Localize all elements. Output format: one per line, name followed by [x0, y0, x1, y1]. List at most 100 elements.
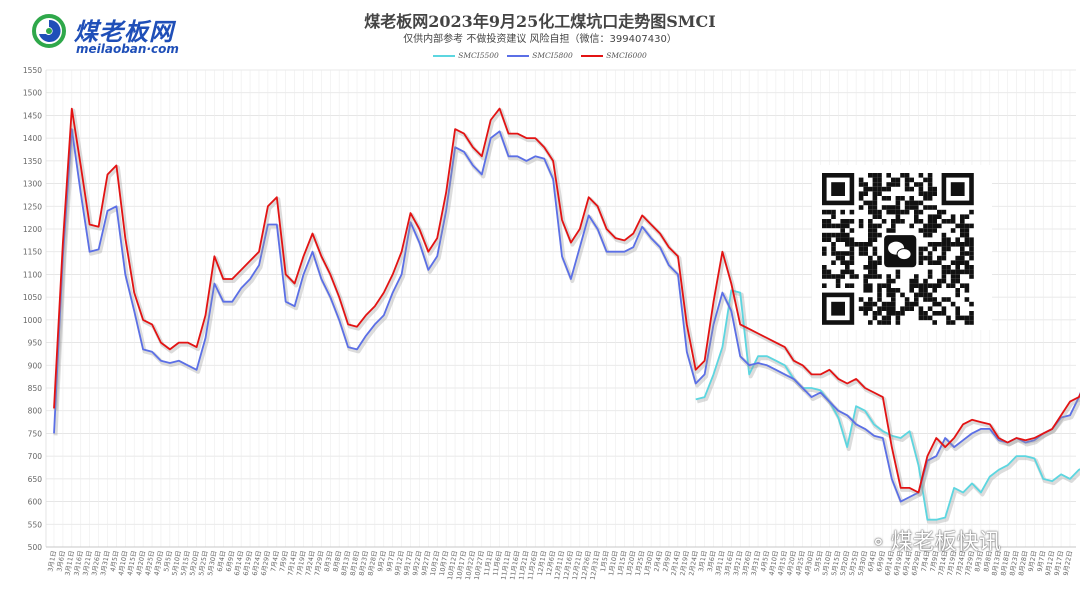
- qr-module: [923, 255, 928, 261]
- qr-module: [831, 223, 836, 229]
- qr-module: [872, 237, 878, 242]
- logo: 煤老板网 meilaoban·com: [10, 6, 240, 56]
- qr-module: [960, 242, 965, 247]
- qr-module: [909, 301, 914, 307]
- qr-module: [886, 288, 891, 293]
- qr-module: [835, 283, 841, 288]
- qr-module: [923, 191, 928, 196]
- qr-module: [835, 237, 841, 242]
- qr-module: [918, 209, 924, 215]
- qr-module: [941, 237, 947, 242]
- qr-module: [932, 283, 937, 288]
- qr-module: [849, 283, 855, 288]
- qr-module: [937, 283, 942, 288]
- y-tick-label: 1100: [23, 270, 42, 279]
- qr-module: [927, 255, 933, 261]
- x-axis: 3月1日3月6日3月11日3月16日3月21日3月26日3月31日4月5日4月1…: [46, 546, 1076, 580]
- qr-module: [941, 311, 947, 316]
- qr-module: [895, 196, 901, 201]
- qr-module: [914, 219, 919, 224]
- qr-module: [831, 251, 836, 256]
- qr-module: [914, 200, 919, 206]
- legend-swatch-smci6000: [581, 55, 604, 57]
- qr-module: [941, 246, 947, 252]
- qr-module: [872, 274, 878, 279]
- qr-module: [872, 209, 878, 215]
- y-tick-label: 800: [28, 407, 43, 416]
- chart-legend: SMCI5500 SMCI5800 SMCI6000: [0, 51, 1080, 60]
- qr-module: [932, 246, 937, 252]
- qr-module: [891, 223, 896, 229]
- x-tick-label: 2月4日: [652, 550, 664, 572]
- qr-module: [895, 274, 901, 279]
- qr-module: [964, 288, 970, 293]
- qr-module: [872, 205, 878, 210]
- qr-module: [822, 269, 827, 275]
- qr-module: [895, 200, 901, 206]
- qr-module: [900, 306, 905, 311]
- qr-module: [937, 260, 942, 265]
- qr-module: [937, 311, 942, 316]
- qr-module: [946, 297, 951, 302]
- qr-module: [881, 196, 887, 201]
- y-tick-label: 700: [28, 452, 43, 461]
- qr-module: [872, 311, 878, 316]
- qr-module: [872, 182, 878, 187]
- qr-module: [835, 274, 841, 279]
- x-tick-label: 3月6日: [706, 550, 718, 572]
- qr-module: [946, 219, 951, 224]
- qr-module: [891, 209, 896, 215]
- qr-module: [946, 265, 951, 270]
- y-tick-label: 500: [28, 543, 43, 552]
- qr-module: [923, 205, 928, 210]
- qr-module: [872, 173, 878, 178]
- qr-module: [932, 242, 937, 247]
- qr-module: [955, 223, 960, 229]
- qr-module: [895, 320, 901, 325]
- qr-module: [858, 242, 864, 247]
- qr-module: [960, 232, 965, 238]
- y-tick-label: 1050: [23, 293, 42, 302]
- qr-module: [845, 283, 850, 288]
- qr-module: [845, 223, 850, 229]
- qr-module: [863, 251, 868, 256]
- qr-module: [877, 232, 882, 238]
- wechat-bubble-icon: ⚬: [870, 530, 887, 554]
- qr-module: [918, 228, 924, 233]
- qr-module: [909, 283, 914, 288]
- qr-module: [881, 320, 887, 325]
- qr-module: [868, 205, 873, 210]
- qr-module: [831, 260, 836, 265]
- qr-module: [900, 209, 905, 215]
- qr-module: [964, 223, 970, 229]
- qr-module: [941, 242, 947, 247]
- x-tick-label: 3月1日: [697, 550, 709, 572]
- qr-module: [872, 196, 878, 201]
- qr-module: [886, 228, 891, 233]
- qr-module: [946, 269, 951, 275]
- qr-module: [845, 265, 850, 270]
- series-shadow-smci5500: [696, 290, 1080, 524]
- qr-module: [840, 228, 845, 233]
- qr-module: [863, 288, 868, 293]
- qr-module: [955, 288, 960, 293]
- qr-module: [826, 232, 832, 238]
- qr-module: [955, 311, 960, 316]
- qr-module: [831, 209, 836, 215]
- y-tick-label: 850: [28, 384, 43, 393]
- qr-module: [927, 177, 933, 183]
- qr-module: [950, 269, 956, 275]
- qr-module: [900, 219, 905, 224]
- qr-module: [927, 297, 933, 302]
- qr-module: [872, 200, 878, 206]
- qr-module: [932, 311, 937, 316]
- qr-module: [969, 251, 974, 256]
- qr-module: [941, 269, 947, 275]
- qr-module: [877, 209, 882, 215]
- qr-module: [845, 232, 850, 238]
- qr-module: [831, 232, 836, 238]
- qr-module: [849, 242, 855, 247]
- qr-module: [937, 209, 942, 215]
- qr-module: [969, 209, 974, 215]
- chart-title: 煤老板网2023年9月25化工煤坑口走势图SMCI: [364, 12, 716, 31]
